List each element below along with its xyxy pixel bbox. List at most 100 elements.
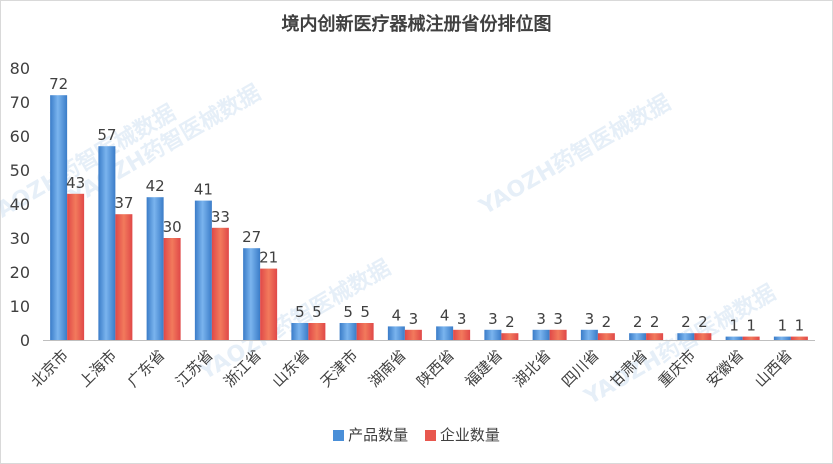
data-label: 2 — [698, 313, 708, 331]
bar-product-count — [580, 329, 598, 340]
x-tick-label: 安徽省 — [703, 346, 748, 391]
bars — [50, 95, 808, 340]
bar-company-count — [790, 336, 808, 340]
bar-product-count — [243, 248, 261, 340]
data-label: 33 — [211, 208, 230, 226]
x-tick-label: 湖南省 — [365, 346, 410, 391]
bar-company-count — [646, 333, 664, 340]
legend-swatch-red — [424, 430, 436, 441]
bar-company-count — [67, 193, 85, 340]
y-tick-label: 10 — [10, 297, 30, 316]
data-label: 5 — [295, 303, 305, 321]
x-tick-label: 山西省 — [751, 346, 796, 391]
data-label: 1 — [795, 317, 805, 335]
y-tick-label: 40 — [10, 195, 30, 214]
x-tick-label: 北京市 — [27, 346, 72, 391]
legend: 产品数量 企业数量 — [0, 424, 833, 445]
data-label: 43 — [66, 174, 85, 192]
data-label: 2 — [505, 313, 515, 331]
bar-product-count — [291, 323, 309, 340]
bar-company-count — [115, 214, 133, 340]
data-label: 42 — [146, 177, 165, 195]
bar-company-count — [549, 329, 567, 340]
x-tick-label: 陕西省 — [413, 346, 458, 391]
legend-label: 企业数量 — [439, 426, 500, 444]
bar-product-count — [194, 200, 212, 340]
bar-company-count — [308, 323, 326, 340]
data-label: 3 — [488, 310, 498, 328]
data-label: 3 — [457, 310, 467, 328]
data-label: 5 — [343, 303, 353, 321]
x-tick-label: 山东省 — [269, 346, 314, 391]
data-label: 3 — [553, 310, 563, 328]
bar-company-count — [453, 329, 471, 340]
y-tick-label: 20 — [10, 263, 30, 282]
bar-product-count — [725, 336, 743, 340]
x-tick-label: 湖北省 — [510, 346, 555, 391]
data-label: 2 — [633, 313, 643, 331]
bar-company-count — [404, 329, 422, 340]
data-label: 2 — [681, 313, 691, 331]
data-label: 3 — [536, 310, 546, 328]
data-label: 2 — [602, 313, 612, 331]
watermark-text: YAOZH药智医械数据 — [474, 90, 675, 221]
bar-product-count — [773, 336, 791, 340]
bar-product-count — [98, 146, 116, 340]
chart-title: 境内创新医疗器械注册省份排位图 — [281, 14, 552, 35]
watermark-text: YAOZH药智医械数据 — [579, 280, 780, 411]
x-tick-label: 福建省 — [462, 346, 507, 391]
bar-product-count — [339, 323, 357, 340]
data-label: 5 — [312, 303, 322, 321]
bar-product-count — [50, 95, 68, 340]
bar-product-count — [532, 329, 550, 340]
x-axis: 北京市 上海市 广东省 江苏省 浙江省 山东省 天津市 湖南省 陕西省 福建省 湖北省 四川省 甘肃省重… — [27, 346, 795, 391]
bar-company-count — [163, 238, 181, 340]
bar-product-count — [677, 333, 695, 340]
bar-product-count — [387, 326, 405, 340]
data-label: 72 — [49, 75, 68, 93]
bar-product-count — [629, 333, 647, 340]
data-label: 3 — [409, 310, 419, 328]
data-label: 4 — [392, 306, 402, 324]
data-label: 2 — [650, 313, 660, 331]
bar-company-count — [260, 268, 278, 340]
data-label: 5 — [360, 303, 370, 321]
legend-item-series-2: 企业数量 — [424, 424, 500, 445]
data-label: 1 — [778, 317, 788, 335]
bar-company-count — [501, 333, 519, 340]
y-tick-label: 70 — [10, 93, 30, 112]
bar-company-count — [597, 333, 615, 340]
data-label: 27 — [242, 228, 261, 246]
y-tick-label: 0 — [20, 331, 30, 350]
x-tick-label: 天津市 — [317, 346, 362, 391]
y-axis: 0 10 20 30 40 50 60 70 80 — [10, 59, 30, 350]
bar-product-count — [436, 326, 454, 340]
data-label: 37 — [114, 194, 133, 212]
data-label: 3 — [585, 310, 595, 328]
x-tick-label: 上海市 — [76, 346, 121, 391]
legend-label: 产品数量 — [348, 426, 409, 444]
y-tick-label: 80 — [10, 59, 30, 78]
bar-company-count — [742, 336, 760, 340]
bar-company-count — [694, 333, 712, 340]
x-tick-label: 广东省 — [124, 346, 169, 391]
data-label: 21 — [259, 249, 278, 267]
y-tick-label: 50 — [10, 161, 30, 180]
bar-company-count — [356, 323, 374, 340]
bar-product-count — [484, 329, 502, 340]
data-label: 41 — [194, 181, 213, 199]
data-label: 57 — [97, 126, 116, 144]
data-label: 4 — [440, 306, 450, 324]
data-label: 1 — [746, 317, 756, 335]
y-tick-label: 60 — [10, 127, 30, 146]
bar-company-count — [211, 227, 229, 340]
data-label: 30 — [163, 218, 182, 236]
legend-item-series-1: 产品数量 — [333, 424, 408, 445]
bar-product-count — [146, 197, 164, 340]
data-label: 1 — [729, 317, 739, 335]
y-tick-label: 30 — [10, 229, 30, 248]
legend-swatch-blue — [333, 430, 345, 441]
